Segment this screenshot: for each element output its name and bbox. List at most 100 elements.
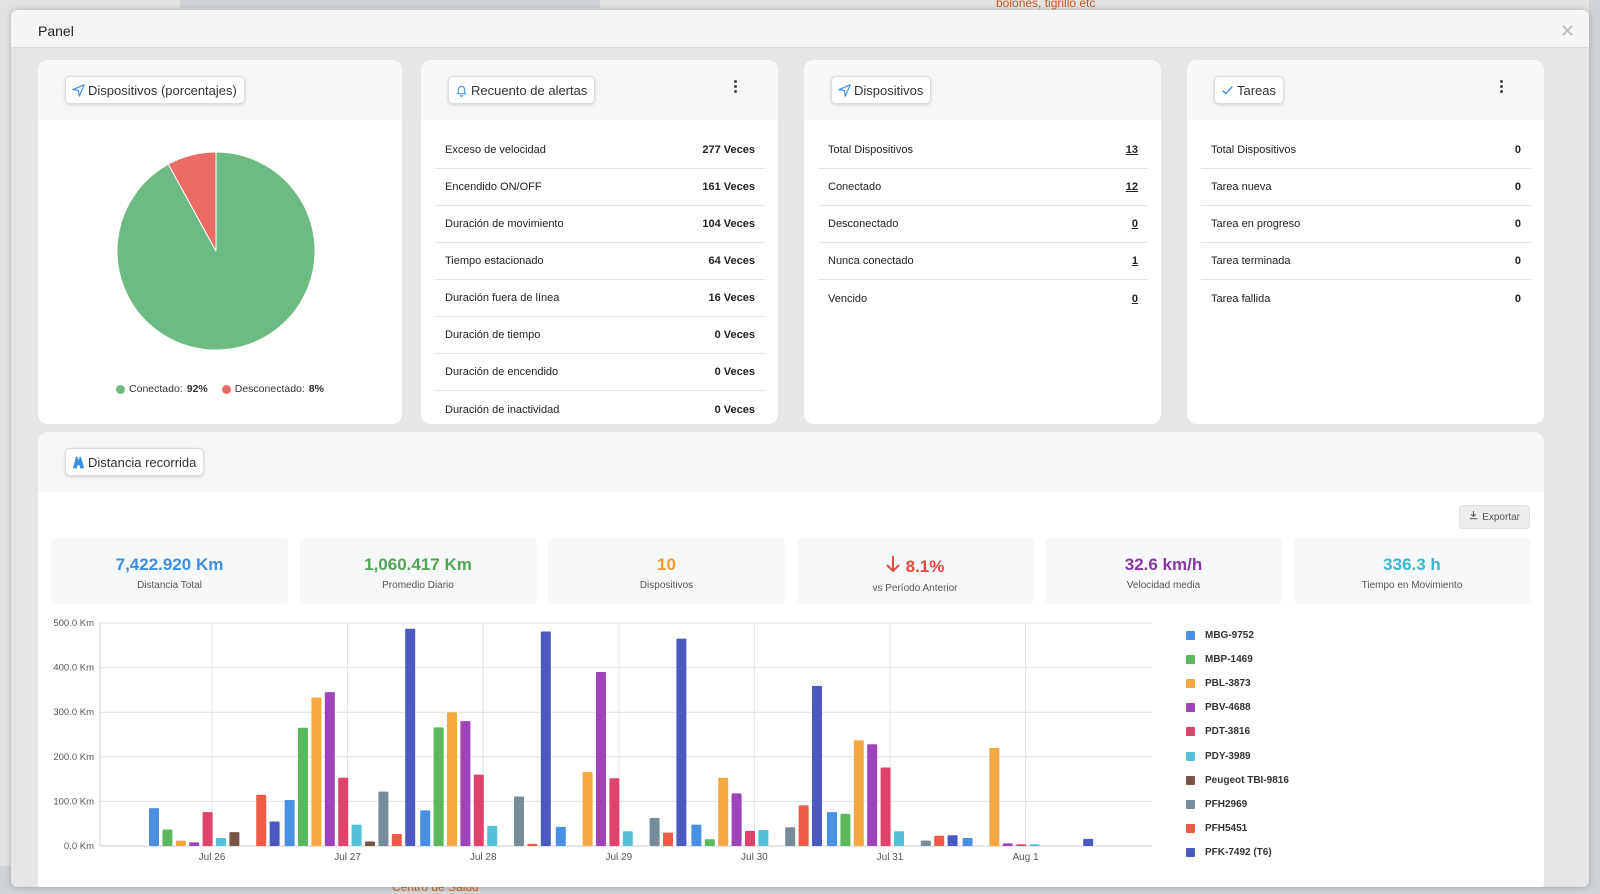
bar-pfh5451-jul-30[interactable]: [798, 805, 809, 846]
chart-legend-item[interactable]: PFH2969: [1186, 792, 1289, 816]
bar-pfk-7492-t6--jul-31[interactable]: [947, 835, 958, 846]
chart-legend-item[interactable]: PDT-3816: [1186, 720, 1289, 744]
bar-pbv-4688-jul-28[interactable]: [460, 721, 471, 846]
bar-pdy-3989-aug-1[interactable]: [1029, 844, 1040, 846]
export-button[interactable]: Exportar: [1459, 505, 1530, 529]
bar-pbv-4688-jul-26[interactable]: [189, 842, 200, 846]
bar-pdy-3989-jul-29[interactable]: [622, 831, 633, 846]
row-value-link[interactable]: 0: [1131, 292, 1138, 305]
bar-mbg-9752-jul-29[interactable]: [555, 826, 566, 846]
row-value-link[interactable]: 12: [1125, 181, 1138, 193]
more-options-icon[interactable]: [732, 80, 738, 93]
bar-pdt-3816-jul-31[interactable]: [880, 767, 891, 846]
bar-mbp-1469-jul-27[interactable]: [298, 727, 308, 846]
card-title: Dispositivos: [854, 82, 924, 98]
bar-peugeot-tbi-9816-jul-27[interactable]: [365, 841, 375, 846]
bar-mbg-9752-jul-26[interactable]: [149, 808, 159, 846]
bar-pfh5451-jul-27[interactable]: [391, 833, 402, 846]
chart-legend-item[interactable]: PFH5451: [1186, 817, 1289, 841]
bar-pbl-3873-jul-28[interactable]: [447, 712, 457, 846]
bar-pdy-3989-jul-31[interactable]: [894, 831, 904, 846]
bar-pfh5451-jul-31[interactable]: [934, 835, 945, 846]
bar-pdt-3816-jul-27[interactable]: [338, 777, 349, 846]
bar-pbl-3873-jul-26[interactable]: [175, 840, 186, 846]
bar-pbv-4688-jul-27[interactable]: [324, 692, 335, 846]
chart-legend-item[interactable]: PBL-3873: [1186, 671, 1289, 695]
bar-pdy-3989-jul-27[interactable]: [351, 824, 362, 846]
chart-legend-item[interactable]: MBG-9752: [1186, 623, 1289, 647]
bar-pfk-7492-t6--jul-29[interactable]: [676, 638, 687, 846]
bar-pdy-3989-jul-26[interactable]: [216, 837, 226, 846]
bar-pfh5451-jul-26[interactable]: [256, 794, 267, 846]
more-options-icon[interactable]: [1498, 80, 1504, 93]
bar-chart: 0.0 Km 100.0 Km 200.0 Km 300.0 Km 400.0 Km 50…: [53, 618, 1152, 863]
distance-card: Distancia recorrida Exportar 7,422.920 K…: [38, 432, 1544, 887]
y-tick-label: 300.0 Km: [53, 707, 94, 718]
chart-legend-item[interactable]: PFK-7492 (T6): [1186, 841, 1289, 865]
bar-pfh5451-jul-29[interactable]: [663, 832, 673, 846]
bar-pdy-3989-jul-28[interactable]: [487, 825, 498, 846]
bar-pbv-4688-jul-29[interactable]: [596, 672, 606, 846]
legend-swatch-icon: [1186, 848, 1195, 858]
bar-pbl-3873-jul-27[interactable]: [311, 697, 322, 846]
tasks-card: Tareas Total Dispositivos 0 Tarea nueva 0 Ta…: [1187, 60, 1544, 424]
bar-mbp-1469-jul-30[interactable]: [704, 839, 715, 846]
stat-tile: 7,422.920 Km Distancia Total: [51, 538, 288, 604]
stat-label: Tiempo en Movimiento: [1361, 580, 1463, 591]
bar-pdt-3816-jul-28[interactable]: [473, 774, 484, 846]
bar-pfh2969-jul-27[interactable]: [378, 791, 389, 846]
bar-pbl-3873-jul-31[interactable]: [853, 740, 864, 846]
bar-pfk-7492-t6--aug-1[interactable]: [1083, 838, 1094, 846]
bar-pfh2969-jul-31[interactable]: [920, 840, 931, 846]
chart-legend-item[interactable]: MBP-1469: [1186, 647, 1289, 671]
y-tick-label: 0.0 Km: [64, 841, 94, 852]
bar-pfh2969-jul-29[interactable]: [649, 817, 660, 846]
legend-swatch-icon: [1186, 775, 1195, 785]
bar-pfk-7492-t6--jul-30[interactable]: [812, 685, 822, 846]
bar-mbg-9752-jul-27[interactable]: [284, 800, 295, 846]
bar-mbp-1469-jul-31[interactable]: [840, 813, 851, 846]
tasks-list: Total Dispositivos 0 Tarea nueva 0 Tarea en …: [1187, 120, 1544, 317]
row-value: 0: [1514, 144, 1521, 156]
bar-pbl-3873-jul-29[interactable]: [582, 771, 593, 846]
bar-pdt-3816-jul-30[interactable]: [745, 830, 755, 846]
bar-pbv-4688-jul-31[interactable]: [867, 744, 878, 846]
bar-pfk-7492-t6--jul-28[interactable]: [540, 631, 551, 846]
x-tick-label: Jul 30: [741, 852, 768, 863]
bar-mbg-9752-aug-1[interactable]: [962, 837, 973, 846]
list-row: Duración fuera de línea 16 Veces: [435, 280, 765, 317]
bar-pdt-3816-jul-29[interactable]: [609, 778, 620, 846]
bar-mbg-9752-jul-28[interactable]: [420, 810, 431, 846]
bar-pfk-7492-t6--jul-26[interactable]: [269, 821, 280, 846]
chart-legend-item[interactable]: PDY-3989: [1186, 744, 1289, 768]
legend-value: 92%: [186, 383, 208, 395]
bar-mbp-1469-jul-26[interactable]: [162, 829, 173, 846]
bar-pfh2969-jul-28[interactable]: [514, 796, 524, 846]
row-value-link[interactable]: 13: [1125, 144, 1138, 156]
row-value-link[interactable]: 1: [1131, 255, 1138, 267]
bar-pdy-3989-jul-30[interactable]: [758, 829, 769, 846]
check-icon: [1221, 84, 1234, 97]
row-label: Encendido ON/OFF: [445, 181, 542, 193]
bar-mbg-9752-jul-31[interactable]: [827, 812, 837, 846]
list-row: Conectado 12: [818, 169, 1148, 206]
bar-pdt-3816-jul-26[interactable]: [202, 812, 213, 846]
bar-pfh2969-jul-30[interactable]: [785, 827, 796, 846]
bar-peugeot-tbi-9816-jul-26[interactable]: [229, 832, 240, 846]
row-label: Total Dispositivos: [1211, 144, 1296, 156]
card-header: Distancia recorrida: [38, 432, 1544, 492]
bar-pbv-4688-aug-1[interactable]: [1002, 843, 1013, 846]
close-icon[interactable]: ✕: [1559, 21, 1575, 41]
bar-pdt-3816-aug-1[interactable]: [1016, 844, 1027, 846]
bar-pbv-4688-jul-30[interactable]: [731, 793, 742, 846]
row-value-link[interactable]: 0: [1131, 218, 1138, 230]
bar-pfh5451-jul-28[interactable]: [527, 843, 538, 846]
stat-tile: 32.6 km/h Velocidad media: [1045, 538, 1282, 604]
bar-pfk-7492-t6--jul-27[interactable]: [405, 628, 416, 846]
bar-mbg-9752-jul-30[interactable]: [691, 824, 702, 846]
bar-pbl-3873-aug-1[interactable]: [989, 747, 1000, 846]
chart-legend-item[interactable]: PBV-4688: [1186, 696, 1289, 720]
chart-legend-item[interactable]: Peugeot TBI-9816: [1186, 768, 1289, 792]
bar-pbl-3873-jul-30[interactable]: [718, 777, 729, 846]
bar-mbp-1469-jul-28[interactable]: [433, 727, 444, 846]
